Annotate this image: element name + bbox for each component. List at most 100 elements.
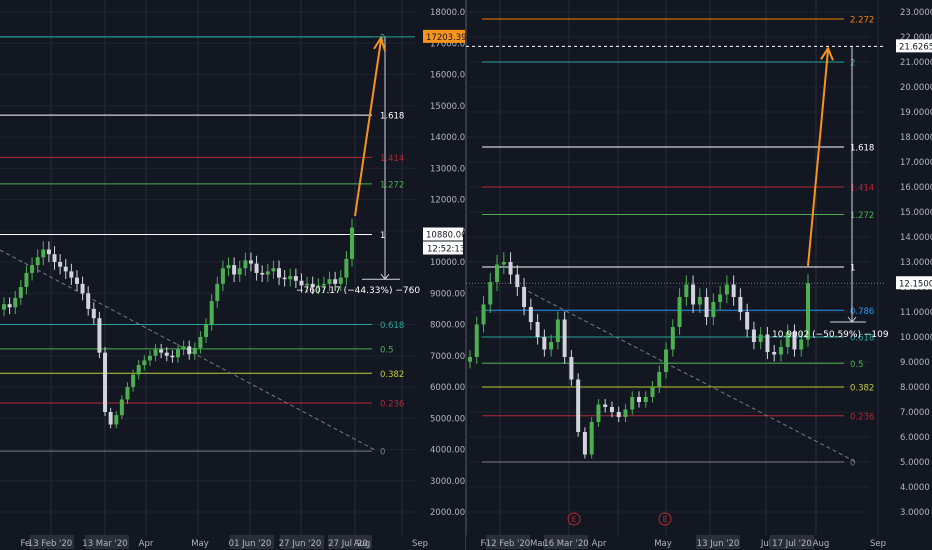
candle-body [576,379,581,432]
candle-body [616,412,621,417]
fib-level-label: 1.618 [850,144,874,154]
candle-body [549,342,554,350]
candle-body [226,265,231,269]
candle-body [751,329,756,342]
y-axis-label: 11.0000 [900,308,932,318]
y-axis-label: 16000.00 [430,71,466,81]
candle-body [305,283,310,286]
y-axis-label: 18.0000 [900,133,932,143]
fib-level-label: 0.618 [850,334,874,344]
right-chart-svg[interactable]: 2.272 2 1.618 1.414 1.272 1 0.786 0.618 0.5 0.382… [466,0,932,550]
candle-body [670,327,675,350]
y-axis-label: 3000.00 [430,477,465,487]
candle-body [142,360,147,366]
candle-body [136,365,141,375]
y-axis-label: 13000.00 [430,164,466,174]
fib-level-label: 0.786 [850,307,874,317]
projection-arrowhead [820,46,834,61]
x-axis-label: 13 Mar '20 [82,539,127,549]
fib-level-label: 2 [380,33,385,43]
y-axis-label: 20.0000 [900,83,932,93]
y-axis-label: 17.0000 [900,158,932,168]
candle-body [542,337,547,350]
y-axis-label: 8.0000 [900,383,930,393]
x-axis-label: 01 Jun '20 [229,539,272,549]
candle-body [86,293,91,309]
y-axis-label: 16.0000 [900,183,932,193]
y-axis-label: 22.0000 [900,33,932,43]
candle-body [260,272,265,275]
candle-body [718,294,723,302]
y-axis-label: 8000.00 [430,321,465,331]
x-axis-label: Apr [139,539,154,549]
candle-body [153,349,158,356]
candle-body [582,432,587,455]
candle-body [501,262,506,265]
candle-body [310,283,315,287]
candle-body [522,287,527,307]
candle-body [704,297,709,317]
fib-level-label: 0.5 [380,345,394,355]
x-axis-label: Sep [870,539,886,549]
candle-body [630,397,635,410]
fib-level-label: 0.618 [380,321,404,331]
candle-body [198,337,203,348]
candle-body [724,284,729,295]
candle-body [515,274,520,287]
measure-label: −7607.17 (−44.33%) −760 [296,286,420,296]
x-axis-highlight [544,535,588,549]
pane-divider[interactable] [465,0,467,550]
x-axis-label: May [191,539,209,549]
measure-label: 10.9002 (−50.59%) −109 [772,330,889,340]
y-axis-label: 14000.00 [430,133,466,143]
target-badge-bg [896,39,932,53]
candle-body [170,355,175,358]
candle-body [187,346,192,355]
candle-body [562,319,567,357]
x-axis-label: 16 Mar '20 [543,539,588,549]
candle-body [13,297,18,308]
measure-arrowhead [380,273,390,280]
candle-body [664,349,669,372]
candle-body [164,352,169,356]
left-chart-pane[interactable]: 2 1.618 1.414 1.272 1 0.618 0.5 0.382 0.236 0 −760… [0,0,466,550]
x-axis-highlight [280,535,324,549]
fib-level-label: 0 [850,459,855,469]
candle-body [80,283,85,294]
target-badge: 21.6265 [899,42,932,52]
candle-body [603,404,608,407]
candle-body [97,318,102,353]
y-axis-label: 9.0000 [900,358,930,368]
candle-body [254,263,259,273]
candle-body [785,332,790,347]
candle-body [147,355,152,361]
timer-badge: 12:52:13 [427,245,465,255]
projection-arrow [354,39,382,217]
y-axis-label: 10.0000 [900,333,932,343]
fib-level-label: 1.272 [850,211,874,221]
y-axis-label: 2000.00 [430,508,465,518]
candle-body [69,271,74,278]
candle-body [58,262,63,267]
candle-body [697,297,702,305]
y-axis-label: 3.0000 [900,508,930,518]
left-chart-svg[interactable]: 2 1.618 1.414 1.272 1 0.618 0.5 0.382 0.236 0 −760… [0,0,466,550]
earnings-event-icon[interactable] [567,512,581,526]
fib-level-label: 0.236 [380,399,404,409]
candle-body [481,304,486,325]
candle-body [282,277,287,280]
target-badge: 17203.39 [426,33,466,43]
x-axis-label: 12 Feb '20 [486,539,530,549]
candle-body [18,287,23,298]
candle-body [738,297,743,312]
candle-body [288,276,293,280]
fib-level-label: 0.382 [850,384,874,394]
earnings-event-icon[interactable] [658,512,672,526]
x-axis-label: 13 Jun '20 [697,539,740,549]
right-chart-pane[interactable]: 2.272 2 1.618 1.414 1.272 1 0.786 0.618 0.5 0.382… [466,0,932,550]
candle-body [24,272,29,287]
candle-body [657,372,662,387]
x-axis-label: 17 Jul '20 [772,539,812,549]
projection-arrowhead [373,35,386,52]
